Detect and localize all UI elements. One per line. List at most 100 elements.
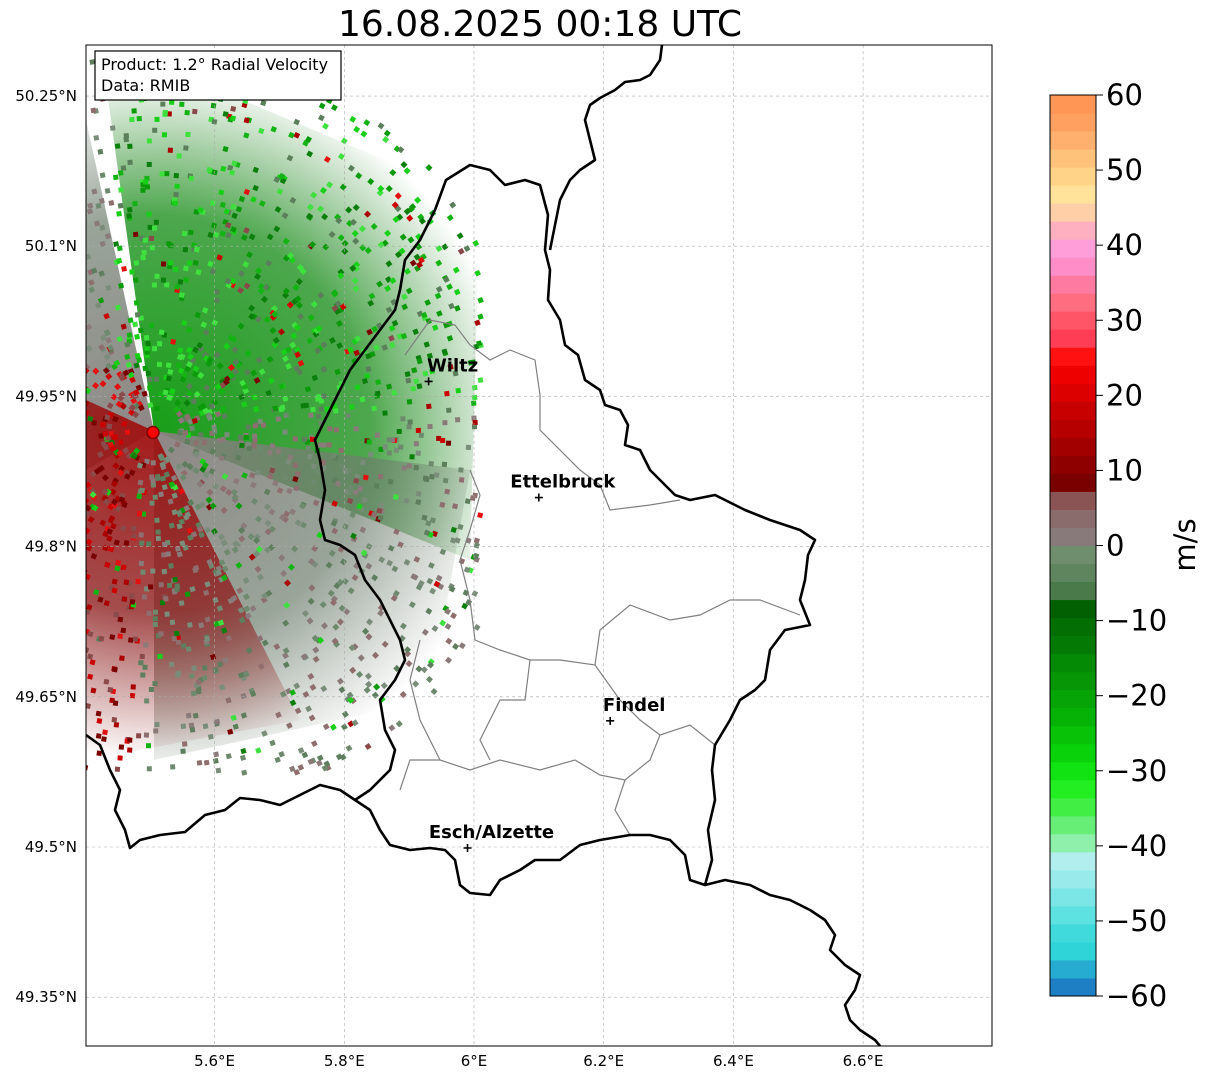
echo-pixel — [221, 413, 228, 420]
echo-pixel — [216, 605, 224, 612]
echo-pixel — [182, 246, 189, 253]
echo-pixel — [172, 266, 179, 273]
echo-pixel — [166, 111, 172, 117]
colorbar-swatch — [1050, 941, 1096, 961]
echo-pixel — [326, 181, 334, 189]
echo-pixel — [208, 402, 216, 410]
echo-pixel — [177, 429, 183, 436]
echo-pixel — [477, 377, 484, 384]
echo-pixel — [431, 530, 438, 537]
echo-pixel — [187, 499, 195, 507]
echo-pixel — [345, 413, 351, 419]
echo-pixel — [132, 321, 139, 328]
echo-pixel — [179, 473, 187, 481]
echo-pixel — [243, 117, 250, 124]
canton-line-south — [409, 639, 716, 781]
echo-pixel — [98, 270, 105, 277]
echo-pixel — [97, 596, 104, 603]
echo-pixel — [363, 372, 371, 380]
echo-pixel — [286, 487, 293, 495]
echo-pixel — [120, 564, 127, 571]
echo-pixel — [386, 559, 394, 567]
echo-pixel — [192, 108, 198, 115]
france-germany-border — [704, 878, 881, 1046]
echo-pixel — [347, 696, 355, 704]
echo-pixel — [218, 387, 226, 395]
colorbar-swatch — [1050, 923, 1096, 943]
echo-pixel — [352, 489, 359, 496]
echo-pixel — [198, 501, 206, 509]
echo-pixel — [336, 677, 344, 685]
echo-pixel — [121, 501, 128, 508]
echo-pixel — [191, 665, 197, 672]
echo-pixel — [271, 310, 279, 318]
echo-pixel — [282, 287, 290, 295]
echo-pixel — [224, 277, 232, 285]
echo-pixel — [252, 166, 259, 174]
colorbar-swatch — [1050, 905, 1096, 925]
echo-pixel — [309, 436, 315, 442]
echo-pixel — [472, 492, 479, 499]
echo-pixel — [475, 340, 483, 347]
echo-pixel — [347, 467, 354, 473]
echo-pixel — [116, 245, 123, 252]
echo-pixel — [103, 600, 110, 607]
echo-pixel — [474, 319, 481, 327]
plot-frame — [85, 44, 993, 1047]
echo-pixel — [98, 197, 105, 204]
echo-pixel — [210, 222, 218, 229]
echo-pixel — [317, 636, 325, 644]
echo-pixel — [446, 283, 453, 291]
echo-pixel — [315, 325, 323, 332]
echo-pixel — [261, 295, 269, 303]
echo-pixel — [238, 535, 246, 543]
echo-pixel — [336, 618, 344, 626]
echo-pixel — [305, 705, 312, 713]
echo-pixel — [412, 680, 420, 688]
echo-pixel — [138, 327, 144, 334]
echo-pixel — [321, 392, 328, 399]
echo-pixel — [242, 260, 250, 268]
echo-pixel — [467, 359, 474, 366]
echo-pixel — [425, 164, 433, 172]
echo-pixel — [346, 489, 354, 496]
city-marker[interactable]: Esch/Alzette — [429, 822, 554, 853]
echo-pixel — [179, 540, 186, 547]
city-label: Ettelbruck — [510, 472, 616, 493]
echo-pixel — [239, 379, 247, 387]
echo-pixel — [456, 232, 464, 240]
echo-pixel — [209, 502, 217, 510]
radar-site-marker[interactable] — [146, 425, 160, 440]
city-marker[interactable]: Findel — [603, 695, 666, 725]
echo-pixel — [389, 341, 396, 349]
echo-pixel — [417, 580, 425, 587]
city-marker[interactable]: Wiltz — [424, 355, 479, 386]
echo-pixel — [307, 758, 315, 765]
echo-pixel — [416, 383, 423, 390]
city-marker[interactable]: Ettelbruck — [510, 472, 616, 502]
echo-pixel — [174, 441, 181, 448]
echo-pixel — [218, 189, 225, 196]
map-plot-area[interactable]: Wiltz Ettelbruck Findel Esch/Alzette — [81, 40, 992, 1046]
echo-pixel — [140, 254, 146, 261]
echo-pixel — [355, 172, 363, 180]
echo-pixel — [122, 369, 130, 377]
echo-pixel — [330, 104, 338, 112]
echo-pixel — [86, 764, 89, 771]
echo-pixel — [371, 405, 377, 412]
echo-pixel — [301, 751, 309, 759]
echo-pixel — [300, 653, 308, 661]
echo-pixel — [156, 341, 163, 347]
echo-pixel — [366, 439, 372, 445]
echo-pixel — [388, 724, 396, 732]
echo-pixel — [138, 540, 145, 546]
echo-pixel — [373, 344, 380, 351]
echo-pixel — [185, 712, 192, 719]
echo-pixel — [260, 99, 267, 107]
echo-pixel — [104, 329, 111, 337]
echo-pixel — [230, 203, 237, 211]
echo-pixel — [113, 359, 121, 367]
info-source: Data: RMIB — [101, 76, 190, 95]
echo-pixel — [86, 527, 91, 535]
echo-pixel — [182, 544, 189, 551]
